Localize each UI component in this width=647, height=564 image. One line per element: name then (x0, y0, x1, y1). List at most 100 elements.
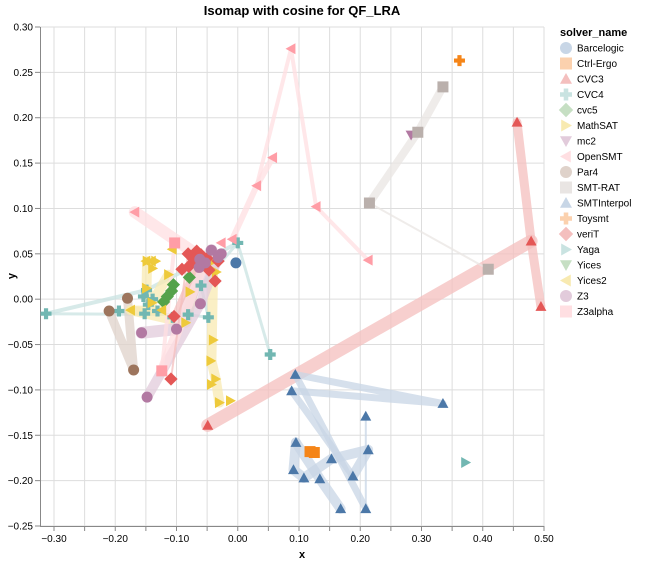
y-tick-label: 0.20 (14, 113, 34, 124)
legend-item-smtinterpol: SMTInterpol (560, 197, 631, 210)
legend-item-cvc4: CVC4 (560, 88, 604, 101)
legend: solver_name Barcelogic Ctrl-Ergo CVC3 CVC4 c… (558, 27, 631, 318)
trail-opensmt (229, 154, 276, 243)
legend-item-ctrl-ergo: Ctrl-Ergo (560, 57, 617, 70)
legend-symbol-mc2 (560, 136, 572, 147)
point-z3 (171, 323, 182, 335)
legend-label-cvc5: cvc5 (577, 106, 598, 117)
y-tick-label: −0.20 (8, 476, 34, 487)
point-smt-rat (363, 197, 375, 209)
point-cvc3 (535, 300, 547, 311)
trail-smtinterpol (291, 371, 370, 513)
point-smtinterpol (314, 473, 326, 484)
point-smt-rat (482, 263, 494, 275)
legend-label-yices2: Yices2 (577, 276, 607, 287)
point-yices2 (156, 304, 167, 316)
point-cvc4 (232, 237, 244, 249)
legend-symbol-yaga (561, 243, 572, 256)
y-axis-ticks: 0.30 0.25 0.20 0.15 0.10 0.05 0.00 −0.05 −0.10 −0… (8, 23, 40, 533)
point-mathsat (214, 397, 225, 409)
legend-symbol-smt-rat (560, 181, 572, 194)
legend-label-smt-rat: SMT-RAT (577, 183, 620, 194)
point-mathsat (181, 317, 192, 329)
point-verit (175, 262, 189, 276)
point-cvc4 (137, 290, 149, 302)
legend-label-smtinterpol: SMTInterpol (577, 199, 631, 210)
chart-title: Isomap with cosine for QF_LRA (204, 3, 401, 18)
legend-title: solver_name (560, 27, 627, 39)
point-mathsat (208, 334, 219, 346)
legend-symbol-yices (560, 260, 572, 271)
point-par4 (103, 305, 115, 317)
point-barcelogic (230, 257, 242, 269)
point-verit (182, 259, 196, 274)
legend-symbol-ctrl-ergo (560, 57, 572, 70)
legend-label-z3: Z3 (577, 292, 589, 303)
y-tick-label: 0.00 (14, 295, 34, 306)
legend-item-yaga: Yaga (561, 243, 600, 256)
point-smtinterpol (287, 464, 299, 475)
y-tick-label: 0.05 (14, 249, 34, 260)
trail-cvc3 (201, 234, 538, 432)
legend-item-barcelogic: Barcelogic (560, 42, 624, 55)
point-z3 (212, 251, 224, 263)
legend-symbol-opensmt (560, 150, 571, 163)
data-points (40, 43, 547, 514)
legend-label-cvc4: CVC4 (577, 90, 604, 101)
x-tick-label: 0.30 (412, 534, 432, 545)
legend-symbol-toysmt (560, 212, 572, 225)
legend-symbol-smtinterpol (560, 197, 572, 208)
point-opensmt (251, 180, 262, 192)
point-mathsat (142, 282, 152, 294)
legend-item-smt-rat: SMT-RAT (560, 181, 620, 194)
legend-symbol-cvc3 (560, 73, 572, 84)
trail-z3alpha (159, 240, 177, 373)
legend-label-barcelogic: Barcelogic (577, 44, 624, 55)
point-cvc4 (264, 349, 276, 361)
x-tick-label: 0.00 (228, 534, 248, 545)
x-tick-label: −0.10 (164, 534, 190, 545)
legend-symbol-barcelogic (560, 42, 572, 54)
point-opensmt (226, 233, 237, 245)
legend-label-verit: veriT (577, 230, 599, 241)
point-verit (208, 274, 222, 288)
point-z3 (194, 298, 206, 310)
trail-mathsat (141, 256, 174, 308)
point-opensmt (362, 254, 373, 266)
point-par4 (122, 292, 133, 304)
legend-label-opensmt: OpenSMT (577, 152, 623, 163)
legend-label-yices: Yices (577, 261, 601, 272)
legend-label-toysmt: Toysmt (577, 214, 609, 225)
point-z3alpha (169, 237, 181, 249)
legend-symbol-verit (558, 226, 574, 242)
point-cvc4 (182, 309, 194, 321)
point-smtinterpol (335, 503, 347, 514)
axes (40, 27, 544, 527)
point-smt-rat (437, 81, 449, 93)
point-cvc4 (139, 308, 151, 320)
legend-item-z3alpha: Z3alpha (560, 305, 614, 318)
x-tick-label: −0.20 (103, 534, 129, 545)
point-cvc4 (195, 280, 207, 292)
point-verit (164, 372, 178, 386)
point-z3 (136, 327, 148, 339)
point-yaga (461, 456, 472, 468)
point-cvc5 (182, 270, 196, 285)
legend-symbol-par4 (560, 166, 572, 178)
y-tick-label: 0.10 (14, 204, 34, 215)
legend-symbol-mathsat (561, 119, 572, 132)
y-tick-label: −0.15 (8, 431, 34, 442)
legend-label-yaga: Yaga (577, 245, 600, 256)
point-toysmt (453, 55, 465, 67)
point-mathsat (185, 286, 196, 298)
point-ctrl-ergo (308, 447, 320, 459)
x-tick-label: 0.10 (289, 534, 309, 545)
y-tick-label: −0.25 (8, 522, 34, 533)
legend-label-cvc3: CVC3 (577, 75, 604, 86)
legend-item-opensmt: OpenSMT (560, 150, 623, 163)
trail-smt-rat (365, 82, 447, 207)
y-tick-label: 0.25 (14, 68, 34, 79)
legend-symbol-z3alpha (560, 305, 572, 318)
y-tick-label: −0.05 (8, 340, 34, 351)
point-smtinterpol (360, 410, 372, 421)
